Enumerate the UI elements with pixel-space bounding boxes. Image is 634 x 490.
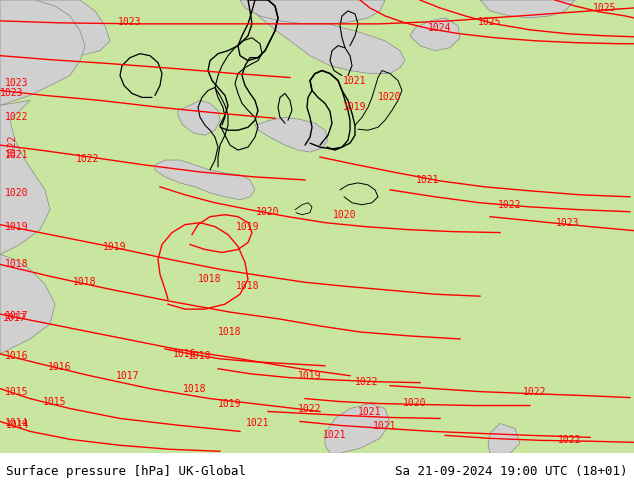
Polygon shape	[0, 100, 50, 254]
Text: 1023: 1023	[5, 78, 29, 89]
Polygon shape	[240, 0, 405, 74]
Text: 1018: 1018	[5, 259, 29, 270]
Text: 1021: 1021	[373, 421, 397, 431]
Text: 1020: 1020	[5, 188, 29, 198]
Text: Surface pressure [hPa] UK-Global: Surface pressure [hPa] UK-Global	[6, 465, 247, 478]
Polygon shape	[0, 254, 55, 354]
Text: 1018: 1018	[198, 274, 222, 284]
Text: 1019: 1019	[298, 371, 321, 381]
Polygon shape	[325, 404, 390, 453]
Text: 1025: 1025	[478, 17, 501, 27]
Text: 1014: 1014	[5, 418, 29, 428]
Text: 1023: 1023	[0, 88, 23, 98]
Polygon shape	[410, 18, 460, 50]
Polygon shape	[155, 160, 255, 200]
Text: 1024: 1024	[428, 23, 452, 33]
Text: Sa 21-09-2024 19:00 UTC (18+01): Sa 21-09-2024 19:00 UTC (18+01)	[395, 465, 628, 478]
Text: 1022: 1022	[5, 112, 29, 122]
Text: 1021: 1021	[358, 407, 382, 416]
Text: 1018: 1018	[74, 277, 97, 287]
Text: 1022: 1022	[498, 200, 522, 210]
Text: 1019: 1019	[236, 221, 260, 232]
Text: 1022: 1022	[559, 435, 582, 445]
Text: 1020: 1020	[256, 207, 280, 217]
Text: 1018: 1018	[183, 384, 207, 393]
Text: 1017: 1017	[5, 311, 29, 321]
Text: 1015: 1015	[43, 396, 67, 407]
Text: 1022: 1022	[7, 133, 17, 157]
Text: 1025: 1025	[593, 3, 617, 13]
Text: 1016: 1016	[5, 351, 29, 361]
Text: 1023: 1023	[119, 17, 142, 27]
Text: 1015: 1015	[5, 387, 29, 396]
Text: 1020: 1020	[378, 93, 402, 102]
Text: 1022: 1022	[355, 377, 378, 387]
Polygon shape	[488, 423, 520, 453]
Text: 1017: 1017	[3, 313, 27, 323]
Text: 1018: 1018	[188, 351, 212, 361]
Text: 1021: 1021	[323, 430, 347, 441]
Text: 1018: 1018	[218, 327, 242, 337]
Text: 1021: 1021	[246, 418, 269, 428]
Text: 1021: 1021	[417, 175, 440, 185]
Text: 1019: 1019	[103, 242, 127, 251]
Text: 1018: 1018	[236, 281, 260, 291]
Text: 1017: 1017	[116, 371, 139, 381]
Text: 1019: 1019	[5, 221, 29, 232]
Polygon shape	[0, 0, 85, 105]
Polygon shape	[480, 0, 575, 18]
Text: 1019: 1019	[343, 102, 366, 112]
Text: 1021: 1021	[5, 150, 29, 160]
Text: 1020: 1020	[333, 210, 357, 220]
Polygon shape	[240, 0, 385, 24]
Text: 1020: 1020	[403, 397, 427, 408]
Text: 1019: 1019	[218, 398, 242, 409]
Text: 1016: 1016	[173, 349, 197, 359]
Text: 1014: 1014	[6, 420, 30, 430]
Text: 1022: 1022	[298, 404, 321, 414]
Polygon shape	[255, 117, 328, 152]
Text: 1022: 1022	[76, 154, 100, 164]
Text: 1021: 1021	[343, 75, 366, 86]
Text: 1016: 1016	[48, 362, 72, 372]
Polygon shape	[0, 0, 110, 75]
Polygon shape	[178, 100, 220, 135]
Text: 1023: 1023	[556, 218, 579, 228]
Text: 1022: 1022	[523, 387, 547, 396]
